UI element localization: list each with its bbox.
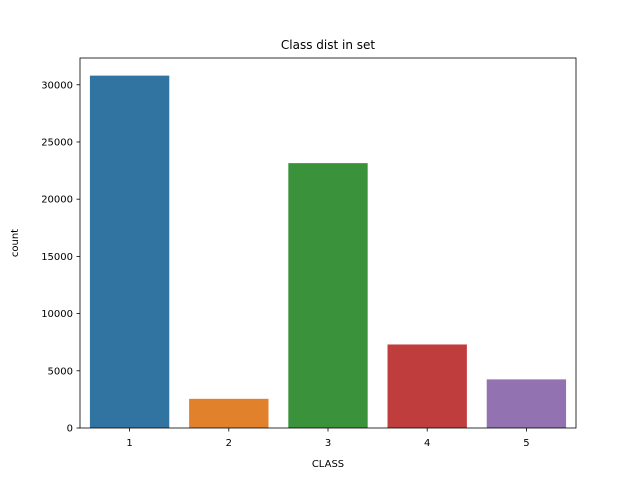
x-axis-label: CLASS [312, 459, 344, 470]
bar-class-2 [189, 398, 269, 428]
bar-class-3 [288, 163, 368, 428]
plot-frame [79, 57, 577, 429]
bars-group [89, 75, 567, 428]
x-tick-label: 2 [226, 438, 232, 449]
x-tick-label: 1 [126, 438, 132, 449]
x-tick-label: 3 [325, 438, 331, 449]
bar-class-4 [387, 344, 467, 428]
x-tick-label: 4 [424, 438, 430, 449]
y-tick-label: 30000 [41, 80, 73, 91]
y-tick-label: 0 [67, 424, 73, 435]
y-tick-label: 10000 [41, 309, 73, 320]
y-tick-label: 15000 [41, 252, 73, 263]
y-axis-ticks: 0 5000 10000 15000 20000 25000 30000 [41, 80, 80, 435]
y-tick-label: 5000 [48, 366, 73, 377]
x-axis-ticks: 1 2 3 4 5 [126, 428, 530, 449]
y-tick-label: 20000 [41, 195, 73, 206]
bar-class-5 [486, 379, 567, 428]
y-tick-label: 25000 [41, 137, 73, 148]
bar-class-1 [89, 75, 170, 428]
chart-title: Class dist in set [281, 38, 375, 52]
y-axis-label: count [10, 229, 21, 257]
x-tick-label: 5 [523, 438, 529, 449]
